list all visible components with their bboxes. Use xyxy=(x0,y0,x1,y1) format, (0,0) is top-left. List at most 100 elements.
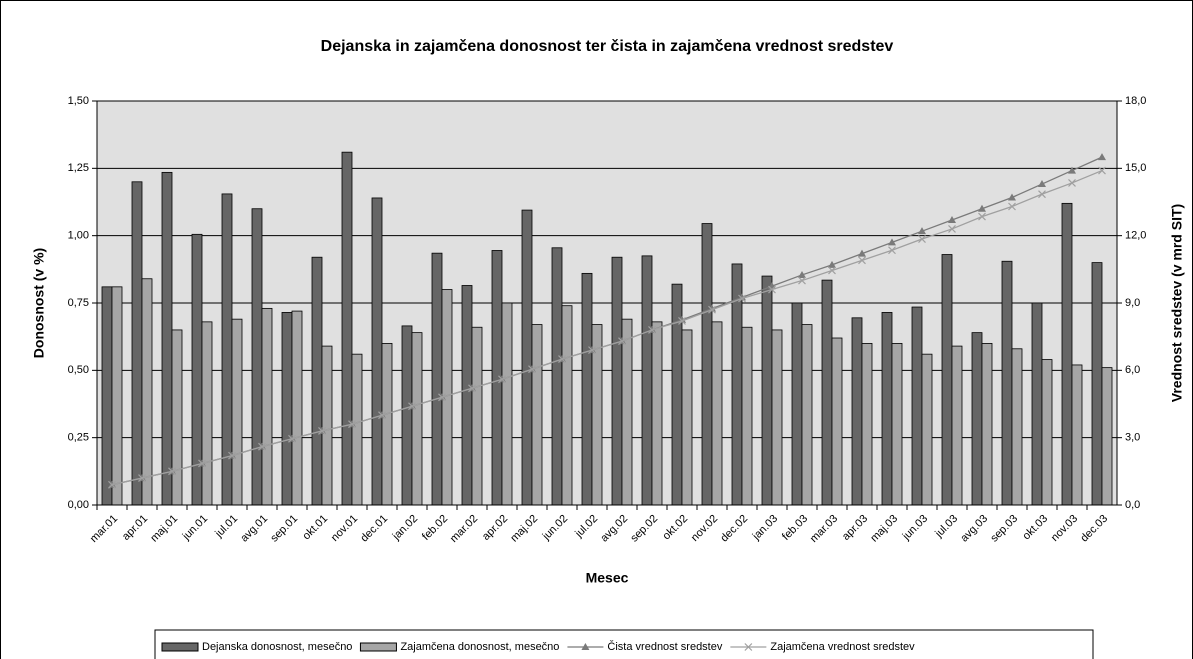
bar xyxy=(351,353,363,506)
line-marker xyxy=(888,238,896,246)
line-marker xyxy=(588,346,596,355)
y-tick-label: 0,50 xyxy=(68,364,89,376)
y2-tick-label: 15,0 xyxy=(1125,162,1146,174)
bar xyxy=(771,329,783,506)
bar xyxy=(801,324,813,506)
bar xyxy=(521,209,533,506)
line-marker xyxy=(1068,166,1076,174)
line-marker xyxy=(228,451,236,460)
legend-label: Zajamčena donosnost, mesečno xyxy=(400,641,559,653)
legend-swatch xyxy=(359,642,397,652)
bar xyxy=(651,321,663,506)
line-marker xyxy=(798,276,806,285)
bar xyxy=(411,332,423,506)
line-marker xyxy=(378,411,386,420)
line-marker xyxy=(1068,178,1076,187)
bar xyxy=(711,321,723,506)
bar xyxy=(251,208,263,506)
bar xyxy=(641,255,653,506)
bar xyxy=(881,312,893,506)
line-marker xyxy=(948,215,956,223)
bar xyxy=(861,342,873,506)
bar xyxy=(791,302,803,506)
bar xyxy=(111,286,123,506)
line-marker xyxy=(1008,193,1016,201)
y2-tick-label: 9,0 xyxy=(1125,297,1140,309)
bar xyxy=(161,171,173,506)
bar xyxy=(951,345,963,506)
line-marker xyxy=(648,326,656,334)
bar xyxy=(561,305,573,506)
line-marker xyxy=(744,643,753,651)
legend xyxy=(154,629,1094,659)
legend-label: Dejanska donosnost, mesečno xyxy=(202,641,352,653)
y-tick-label: 0,25 xyxy=(68,432,89,444)
y-tick-label: 1,00 xyxy=(68,230,89,242)
bar xyxy=(611,256,623,506)
line-marker xyxy=(581,643,590,650)
bar xyxy=(741,326,753,506)
line-marker xyxy=(738,294,746,303)
line-marker xyxy=(768,285,776,294)
line-marker xyxy=(918,227,926,235)
bar xyxy=(1061,202,1073,506)
line-marker xyxy=(558,355,566,364)
bar xyxy=(621,318,633,506)
legend-label: Zajamčena vrednost sredstev xyxy=(770,641,915,653)
bar xyxy=(971,332,983,506)
bar xyxy=(1011,348,1023,506)
bar xyxy=(471,326,483,506)
line-marker xyxy=(348,420,356,429)
y2-tick-label: 3,0 xyxy=(1125,432,1140,444)
bar xyxy=(671,283,683,506)
bar xyxy=(401,325,413,506)
bar xyxy=(141,278,153,506)
bar xyxy=(171,329,183,506)
line-marker xyxy=(978,212,986,221)
bar xyxy=(341,151,353,506)
bar xyxy=(201,321,213,506)
line-marker xyxy=(1038,190,1046,199)
line-marker xyxy=(288,434,296,443)
y-tick-label: 1,25 xyxy=(68,162,89,174)
line-marker xyxy=(438,393,446,402)
legend-label: Čista vrednost sredstev xyxy=(607,640,722,653)
bar xyxy=(701,223,713,506)
line-marker xyxy=(678,317,686,325)
bar xyxy=(281,312,293,506)
bar xyxy=(381,342,393,506)
line-marker xyxy=(258,442,266,451)
bar xyxy=(101,286,113,506)
bar xyxy=(941,254,953,506)
line-marker xyxy=(1098,166,1106,175)
y-tick-label: 0,00 xyxy=(68,499,89,511)
bar xyxy=(1041,359,1053,506)
bar xyxy=(761,275,773,506)
line-marker xyxy=(618,337,626,346)
line-marker xyxy=(708,305,716,314)
bar xyxy=(131,181,143,506)
bar xyxy=(851,317,863,506)
bar xyxy=(821,279,833,506)
line-marker xyxy=(978,204,986,212)
line-marker xyxy=(828,260,836,268)
bar xyxy=(831,337,843,506)
bar xyxy=(501,302,513,506)
line-marker xyxy=(828,266,836,275)
bar xyxy=(581,272,593,506)
y-axis-label: Donosnost (v %) xyxy=(31,248,47,358)
line-marker xyxy=(528,365,536,374)
bar xyxy=(1031,302,1043,506)
bar xyxy=(371,197,383,506)
line-marker xyxy=(858,256,866,265)
y-tick-label: 1,50 xyxy=(68,95,89,107)
bar xyxy=(981,342,993,506)
chart-title: Dejanska in zajamčena donosnost ter čist… xyxy=(321,38,894,55)
bar xyxy=(681,329,693,506)
line-marker xyxy=(798,270,806,278)
line-marker xyxy=(198,459,206,468)
y2-tick-label: 18,0 xyxy=(1125,95,1146,107)
y2-tick-label: 6,0 xyxy=(1125,364,1140,376)
bar xyxy=(1001,260,1013,506)
bar xyxy=(431,252,443,506)
